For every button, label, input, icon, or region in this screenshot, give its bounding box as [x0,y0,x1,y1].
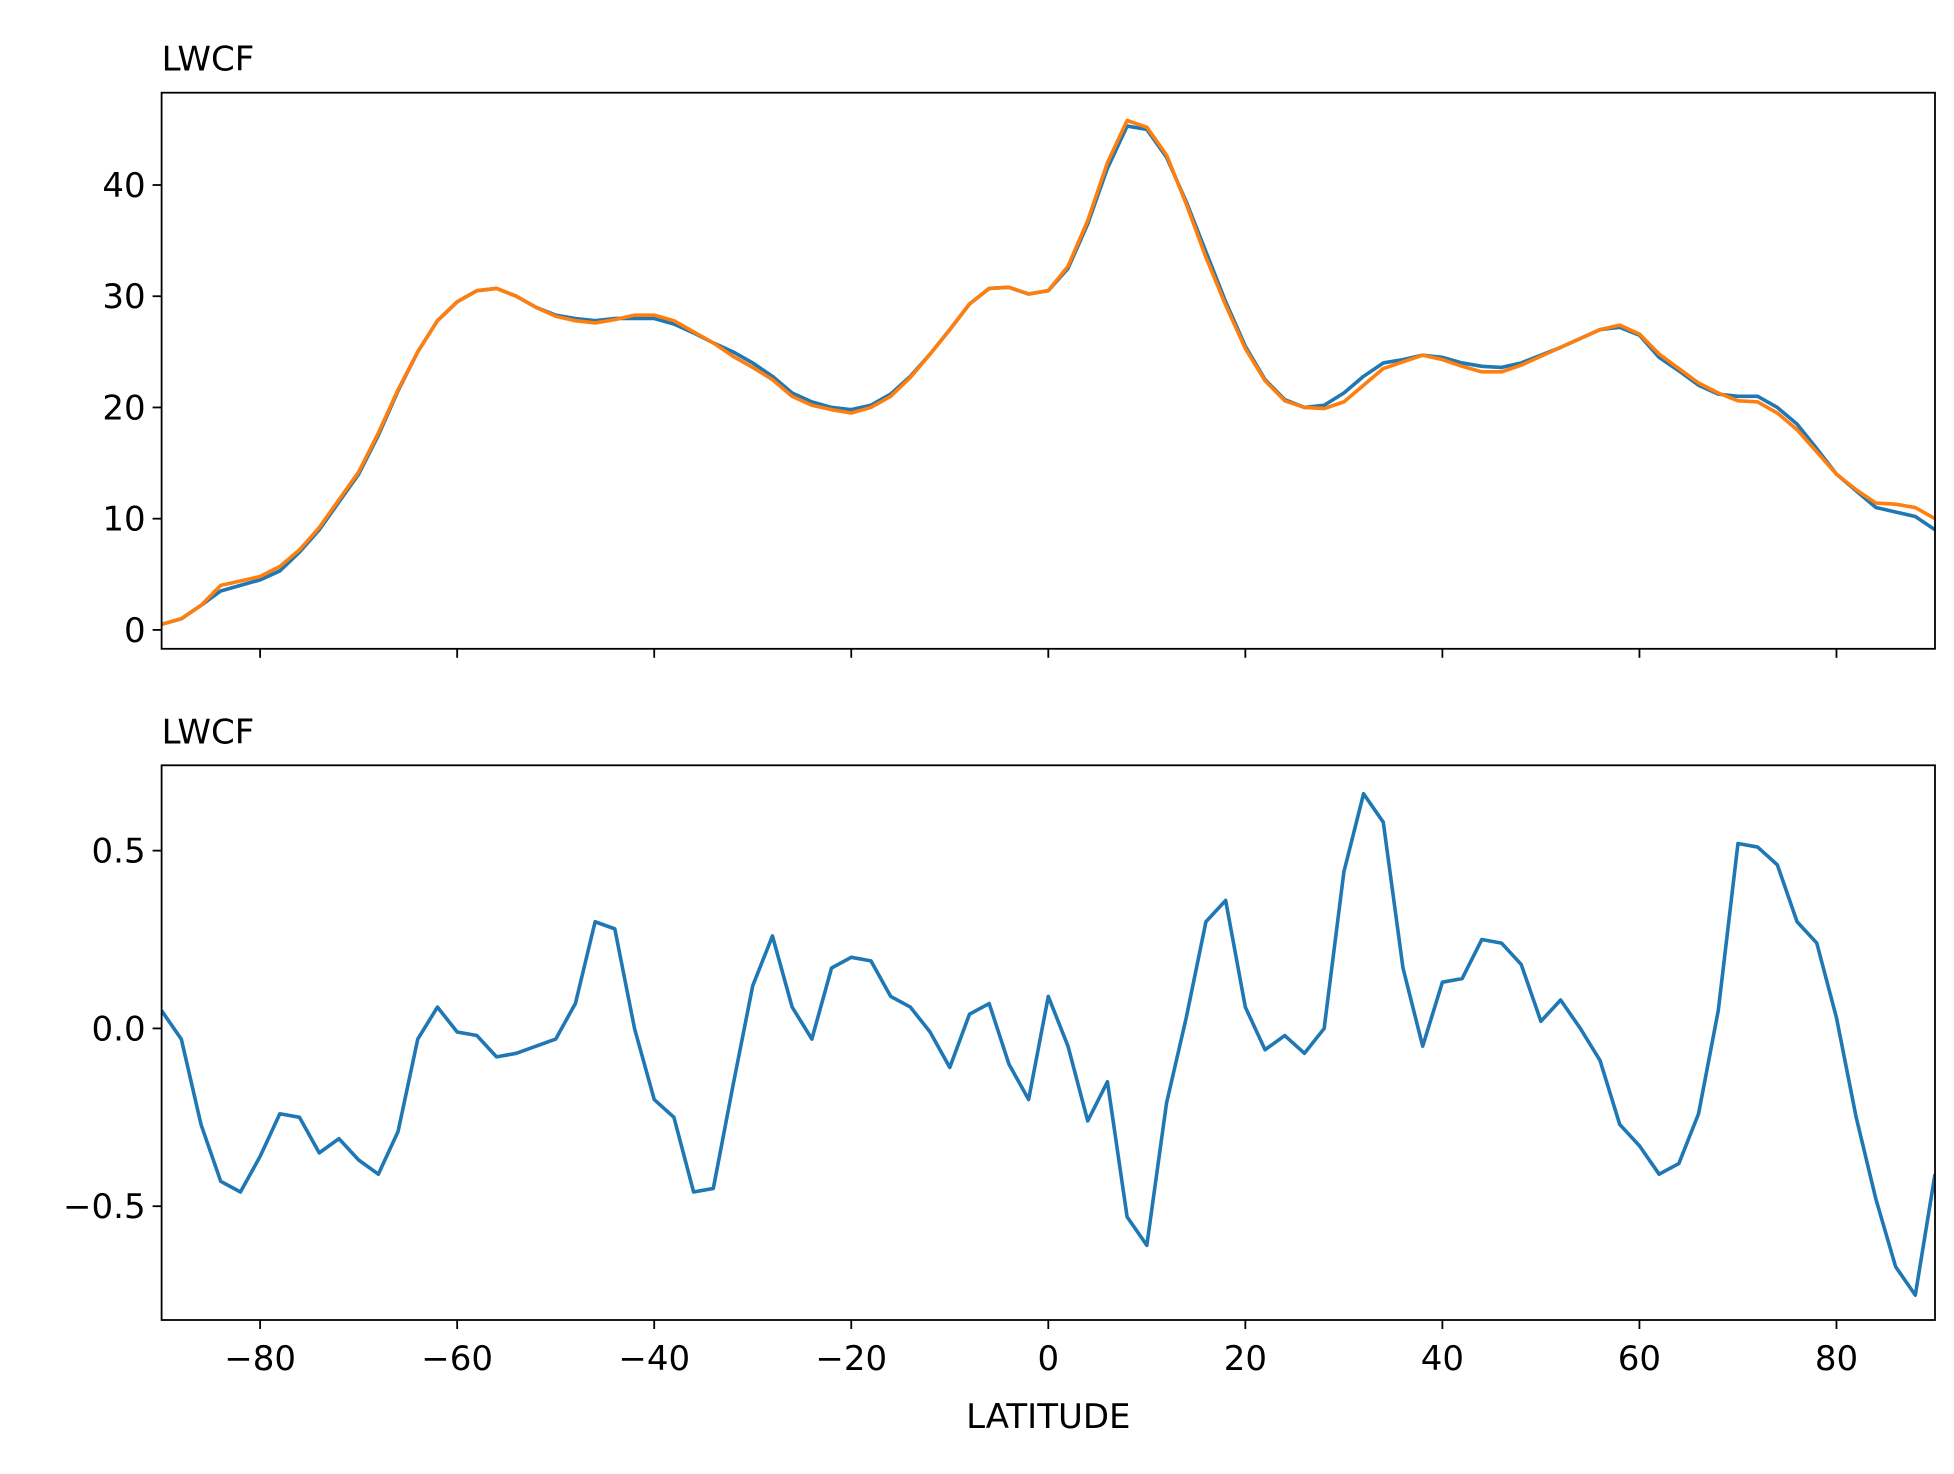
data-line [161,118,1936,627]
x-tick-label: −60 [421,1339,493,1379]
y-tick-label: 0.0 [92,1009,146,1049]
data-line [161,124,1936,627]
y-tick-label: 0.5 [92,832,146,872]
y-tick-label: 0 [124,611,146,651]
data-line [161,791,1936,1297]
chart-title: LWCF [162,712,255,752]
x-tick-label: 20 [1224,1339,1267,1379]
x-tick-label: −20 [815,1339,887,1379]
x-tick-label: 60 [1618,1339,1661,1379]
x-tick-label: −40 [618,1339,690,1379]
x-tick-label: −80 [224,1339,296,1379]
y-tick-label: 40 [102,166,145,206]
y-tick-label: 10 [102,500,145,540]
y-tick-label: 20 [102,388,145,428]
x-axis-label: LATITUDE [966,1397,1130,1437]
x-tick-label: 40 [1421,1339,1464,1379]
x-tick-label: 80 [1815,1339,1858,1379]
x-tick-label: 0 [1037,1339,1059,1379]
axes-frame [160,91,1936,650]
chart-title: LWCF [162,40,255,80]
y-tick-label: 30 [102,277,145,317]
y-tick-label: −0.5 [63,1187,146,1227]
axes-frame [160,764,1936,1321]
